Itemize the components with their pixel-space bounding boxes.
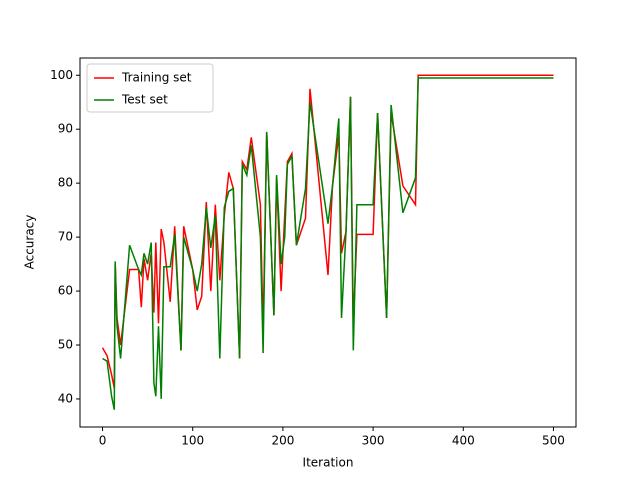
legend-label: Training set [121, 71, 192, 85]
x-tick-label: 0 [99, 434, 107, 448]
legend-label: Test set [121, 93, 168, 107]
x-tick-label: 500 [542, 434, 565, 448]
x-tick-label: 100 [181, 434, 204, 448]
x-axis-label: Iteration [303, 456, 354, 470]
x-tick-label: 400 [452, 434, 475, 448]
y-axis-label: Accuracy [23, 215, 37, 270]
y-tick-label: 60 [58, 284, 73, 298]
legend-box [86, 63, 214, 113]
x-tick-label: 300 [362, 434, 385, 448]
y-tick-label: 70 [58, 230, 73, 244]
plot-frame [79, 57, 577, 428]
y-tick-label: 90 [58, 122, 73, 136]
series-line [101, 74, 554, 389]
series-line [102, 77, 554, 410]
y-tick-label: 40 [58, 391, 73, 405]
y-tick-label: 50 [58, 338, 73, 352]
y-tick-label: 100 [50, 68, 73, 82]
x-tick-label: 200 [271, 434, 294, 448]
y-tick-label: 80 [58, 176, 73, 190]
